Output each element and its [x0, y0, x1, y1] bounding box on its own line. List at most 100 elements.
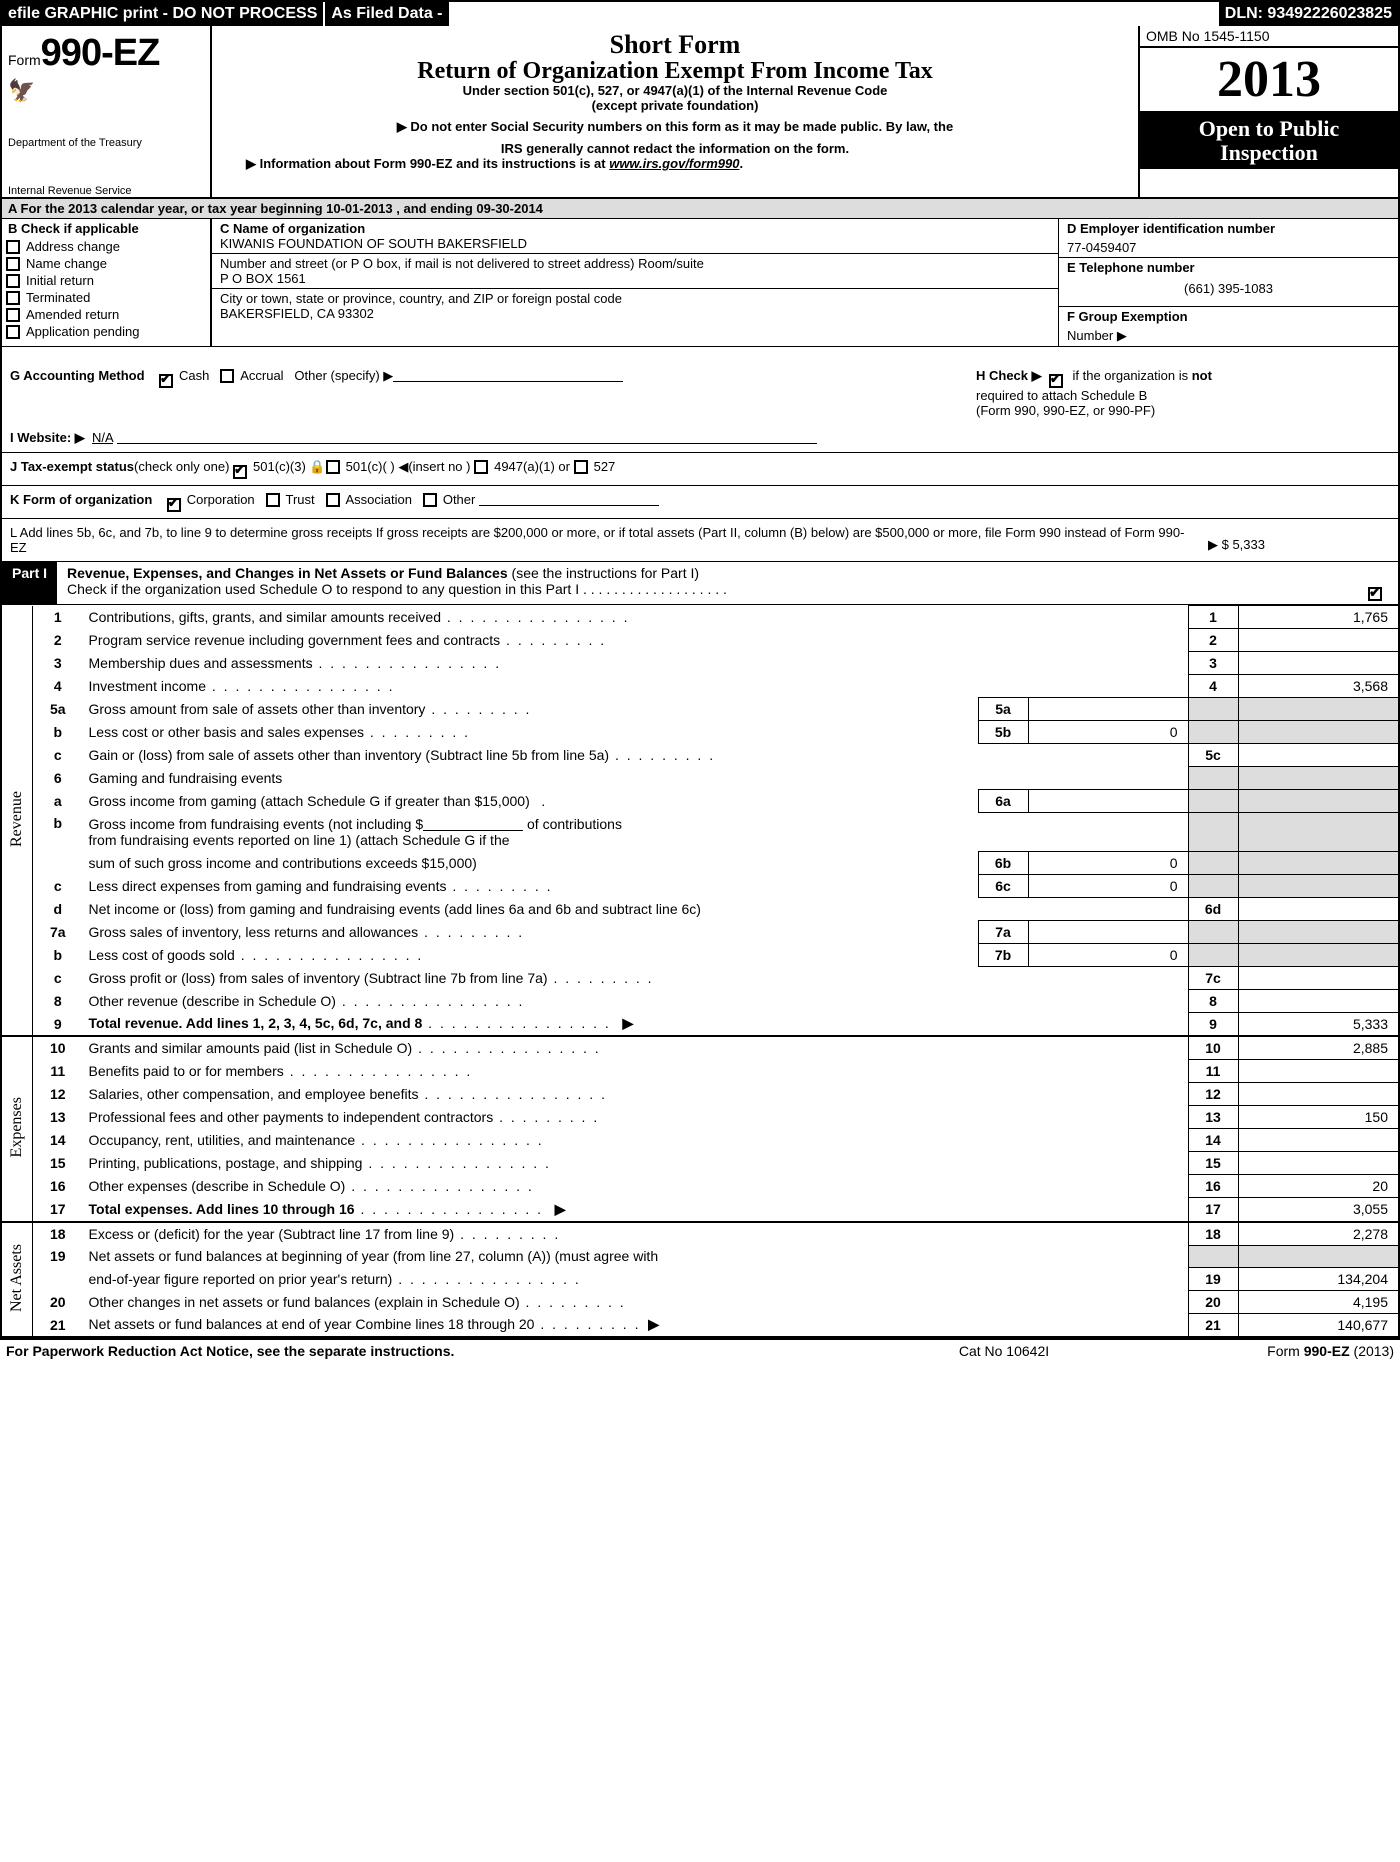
group-exemption: Number ▶ — [1059, 326, 1398, 346]
row-i-website: I Website: ▶ N/A — [2, 424, 1398, 453]
irs-link[interactable]: www.irs.gov/form990 — [609, 156, 739, 171]
chk-accrual[interactable] — [220, 369, 234, 383]
line-5a-value — [1028, 698, 1188, 721]
chk-part1-schedule-o[interactable] — [1368, 587, 1382, 601]
telephone: (661) 395-1083 — [1059, 277, 1398, 307]
part1-lines-table: Revenue 1 Contributions, gifts, grants, … — [2, 605, 1398, 1336]
ein: 77-0459407 — [1059, 238, 1398, 258]
ssn-warning-1: ▶ Do not enter Social Security numbers o… — [220, 119, 1130, 135]
chk-terminated[interactable] — [6, 291, 20, 305]
treasury-dept: Department of the Treasury — [8, 137, 204, 149]
chk-initial-return[interactable] — [6, 274, 20, 288]
line-4-value: 3,568 — [1238, 675, 1398, 698]
return-title: Return of Organization Exempt From Incom… — [220, 58, 1130, 85]
line-14-value — [1238, 1129, 1398, 1152]
form-number: 990-EZ — [41, 32, 160, 74]
irs-eagle-icon: 🦅 — [8, 78, 35, 104]
line-19-value: 134,204 — [1238, 1267, 1398, 1290]
open-to-public: Open to Public Inspection — [1140, 113, 1398, 169]
row-j: J Tax-exempt status(check only one) 501(… — [2, 453, 1398, 486]
omb-number: OMB No 1545-1150 — [1140, 26, 1398, 48]
form-990ez: efile GRAPHIC print - DO NOT PROCESS As … — [0, 0, 1400, 1338]
expenses-side-label: Expenses — [8, 1093, 26, 1161]
line-6b-value: 0 — [1028, 851, 1188, 874]
line-7c-value — [1238, 966, 1398, 989]
line-17-value: 3,055 — [1238, 1198, 1398, 1222]
chk-trust[interactable] — [266, 493, 280, 507]
code-section: Under section 501(c), 527, or 4947(a)(1)… — [220, 83, 1130, 98]
line-8-value — [1238, 989, 1398, 1012]
line-7a-value — [1028, 920, 1188, 943]
irs-label: Internal Revenue Service — [8, 185, 204, 197]
tax-year: 2013 — [1140, 48, 1398, 113]
gross-receipts-amount: ▶ $ 5,333 — [1208, 537, 1265, 552]
line-5b-value: 0 — [1028, 721, 1188, 744]
footer-form-ref: Form 990-EZ (2013) — [1154, 1343, 1394, 1359]
dln-number: DLN: 93492226023825 — [1219, 2, 1398, 26]
row-g-h: G Accounting Method Cash Accrual Other (… — [2, 347, 1398, 424]
org-street: P O BOX 1561 — [220, 271, 1050, 286]
chk-name-change[interactable] — [6, 257, 20, 271]
chk-other-org[interactable] — [423, 493, 437, 507]
part-badge: Part I — [2, 562, 57, 604]
section-b-checkboxes: B Check if applicable Address change Nam… — [2, 219, 212, 346]
cat-number: Cat No 10642I — [854, 1343, 1154, 1359]
chk-527[interactable] — [574, 460, 588, 474]
line-18-value: 2,278 — [1238, 1222, 1398, 1246]
form-designation: Form990-EZ 🦅 Department of the Treasury … — [2, 26, 212, 197]
line-16-value: 20 — [1238, 1175, 1398, 1198]
form-footer: For Paperwork Reduction Act Notice, see … — [0, 1338, 1400, 1362]
efile-notice: efile GRAPHIC print - DO NOT PROCESS — [2, 2, 323, 26]
org-city: BAKERSFIELD, CA 93302 — [220, 306, 1050, 321]
chk-501c[interactable] — [326, 460, 340, 474]
chk-association[interactable] — [326, 493, 340, 507]
line-2-value — [1238, 629, 1398, 652]
section-h: H Check ▶ if the organization is not req… — [968, 347, 1398, 424]
short-form-title: Short Form — [220, 30, 1130, 60]
website-value: N/A — [92, 430, 113, 445]
line-11-value — [1238, 1060, 1398, 1083]
line-6c-value: 0 — [1028, 874, 1188, 897]
identity-block: B Check if applicable Address change Nam… — [2, 219, 1398, 347]
org-name: KIWANIS FOUNDATION OF SOUTH BAKERSFIELD — [220, 236, 1050, 251]
line-12-value — [1238, 1083, 1398, 1106]
section-c: C Name of organization KIWANIS FOUNDATIO… — [212, 219, 1058, 346]
section-def: D Employer identification number 77-0459… — [1058, 219, 1398, 346]
form-header: Form990-EZ 🦅 Department of the Treasury … — [2, 26, 1398, 199]
revenue-side-label: Revenue — [8, 787, 26, 851]
form-title-block: Short Form Return of Organization Exempt… — [212, 26, 1138, 197]
line-7b-value: 0 — [1028, 943, 1188, 966]
row-l: L Add lines 5b, 6c, and 7b, to line 9 to… — [2, 519, 1398, 562]
chk-4947a1[interactable] — [474, 460, 488, 474]
chk-address-change[interactable] — [6, 240, 20, 254]
line-6d-value — [1238, 897, 1398, 920]
instructions-link: ▶ Information about Form 990-EZ and its … — [220, 156, 1130, 172]
part-1-header: Part I Revenue, Expenses, and Changes in… — [2, 562, 1398, 605]
line-20-value: 4,195 — [1238, 1290, 1398, 1313]
as-filed-data: As Filed Data - — [323, 2, 450, 26]
paperwork-notice: For Paperwork Reduction Act Notice, see … — [6, 1343, 854, 1359]
chk-cash[interactable] — [159, 374, 173, 388]
form-prefix: Form — [8, 52, 41, 68]
ssn-warning-2: IRS generally cannot redact the informat… — [220, 141, 1130, 156]
line-10-value: 2,885 — [1238, 1036, 1398, 1060]
line-1-value: 1,765 — [1238, 606, 1398, 629]
calendar-year-row: A For the 2013 calendar year, or tax yea… — [2, 199, 1398, 219]
chk-501c3[interactable] — [233, 465, 247, 479]
efile-top-bar: efile GRAPHIC print - DO NOT PROCESS As … — [2, 2, 1398, 26]
except-foundation: (except private foundation) — [220, 98, 1130, 113]
line-9-value: 5,333 — [1238, 1012, 1398, 1036]
header-right-block: OMB No 1545-1150 2013 Open to Public Ins… — [1138, 26, 1398, 197]
line-3-value — [1238, 652, 1398, 675]
chk-corporation[interactable] — [167, 498, 181, 512]
chk-schedule-b[interactable] — [1049, 374, 1063, 388]
line-6a-value — [1028, 789, 1188, 812]
line-13-value: 150 — [1238, 1106, 1398, 1129]
row-k: K Form of organization Corporation Trust… — [2, 486, 1398, 519]
line-5c-value — [1238, 744, 1398, 767]
line-15-value — [1238, 1152, 1398, 1175]
chk-amended-return[interactable] — [6, 308, 20, 322]
chk-application-pending[interactable] — [6, 325, 20, 339]
net-assets-side-label: Net Assets — [8, 1240, 26, 1316]
line-21-value: 140,677 — [1238, 1313, 1398, 1336]
